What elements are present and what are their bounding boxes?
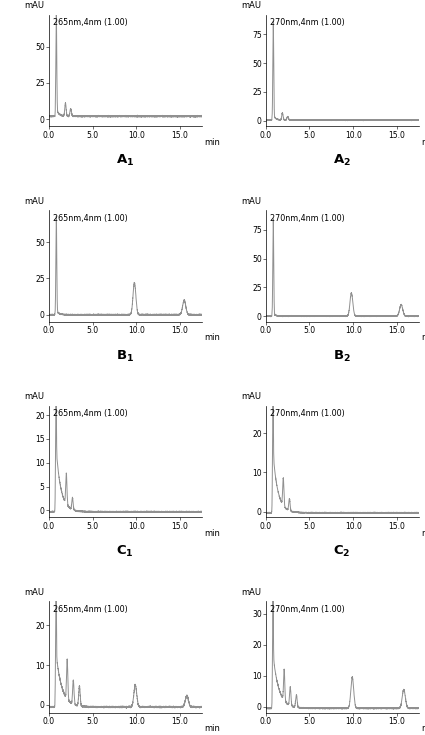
- Text: min: min: [422, 137, 425, 146]
- Text: $\mathbf{A}_\mathbf{1}$: $\mathbf{A}_\mathbf{1}$: [116, 153, 134, 168]
- Text: min: min: [205, 724, 221, 733]
- Text: mAU: mAU: [241, 588, 261, 597]
- Text: 270nm,4nm (1.00): 270nm,4nm (1.00): [270, 605, 345, 614]
- Text: mAU: mAU: [24, 1, 45, 10]
- Text: 265nm,4nm (1.00): 265nm,4nm (1.00): [54, 214, 128, 223]
- Text: min: min: [422, 333, 425, 342]
- Text: min: min: [205, 137, 221, 146]
- Text: $\mathbf{A}_\mathbf{2}$: $\mathbf{A}_\mathbf{2}$: [333, 153, 351, 168]
- Text: 270nm,4nm (1.00): 270nm,4nm (1.00): [270, 214, 345, 223]
- Text: $\mathbf{C}_\mathbf{2}$: $\mathbf{C}_\mathbf{2}$: [334, 544, 351, 559]
- Text: mAU: mAU: [241, 392, 261, 401]
- Text: min: min: [205, 528, 221, 537]
- Text: $\mathbf{C}_\mathbf{1}$: $\mathbf{C}_\mathbf{1}$: [116, 544, 134, 559]
- Text: $\mathbf{B}_\mathbf{2}$: $\mathbf{B}_\mathbf{2}$: [333, 348, 351, 364]
- Text: 270nm,4nm (1.00): 270nm,4nm (1.00): [270, 409, 345, 418]
- Text: min: min: [422, 724, 425, 733]
- Text: mAU: mAU: [24, 588, 45, 597]
- Text: mAU: mAU: [241, 197, 261, 206]
- Text: 270nm,4nm (1.00): 270nm,4nm (1.00): [270, 18, 345, 27]
- Text: $\mathbf{B}_\mathbf{1}$: $\mathbf{B}_\mathbf{1}$: [116, 348, 134, 364]
- Text: mAU: mAU: [24, 197, 45, 206]
- Text: 265nm,4nm (1.00): 265nm,4nm (1.00): [54, 605, 128, 614]
- Text: 265nm,4nm (1.00): 265nm,4nm (1.00): [54, 409, 128, 418]
- Text: min: min: [205, 333, 221, 342]
- Text: mAU: mAU: [24, 392, 45, 401]
- Text: mAU: mAU: [241, 1, 261, 10]
- Text: 265nm,4nm (1.00): 265nm,4nm (1.00): [54, 18, 128, 27]
- Text: min: min: [422, 528, 425, 537]
